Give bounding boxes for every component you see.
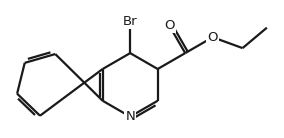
Text: Br: Br (123, 15, 137, 28)
Text: N: N (125, 110, 135, 123)
Text: O: O (164, 19, 175, 32)
Text: O: O (207, 31, 218, 44)
